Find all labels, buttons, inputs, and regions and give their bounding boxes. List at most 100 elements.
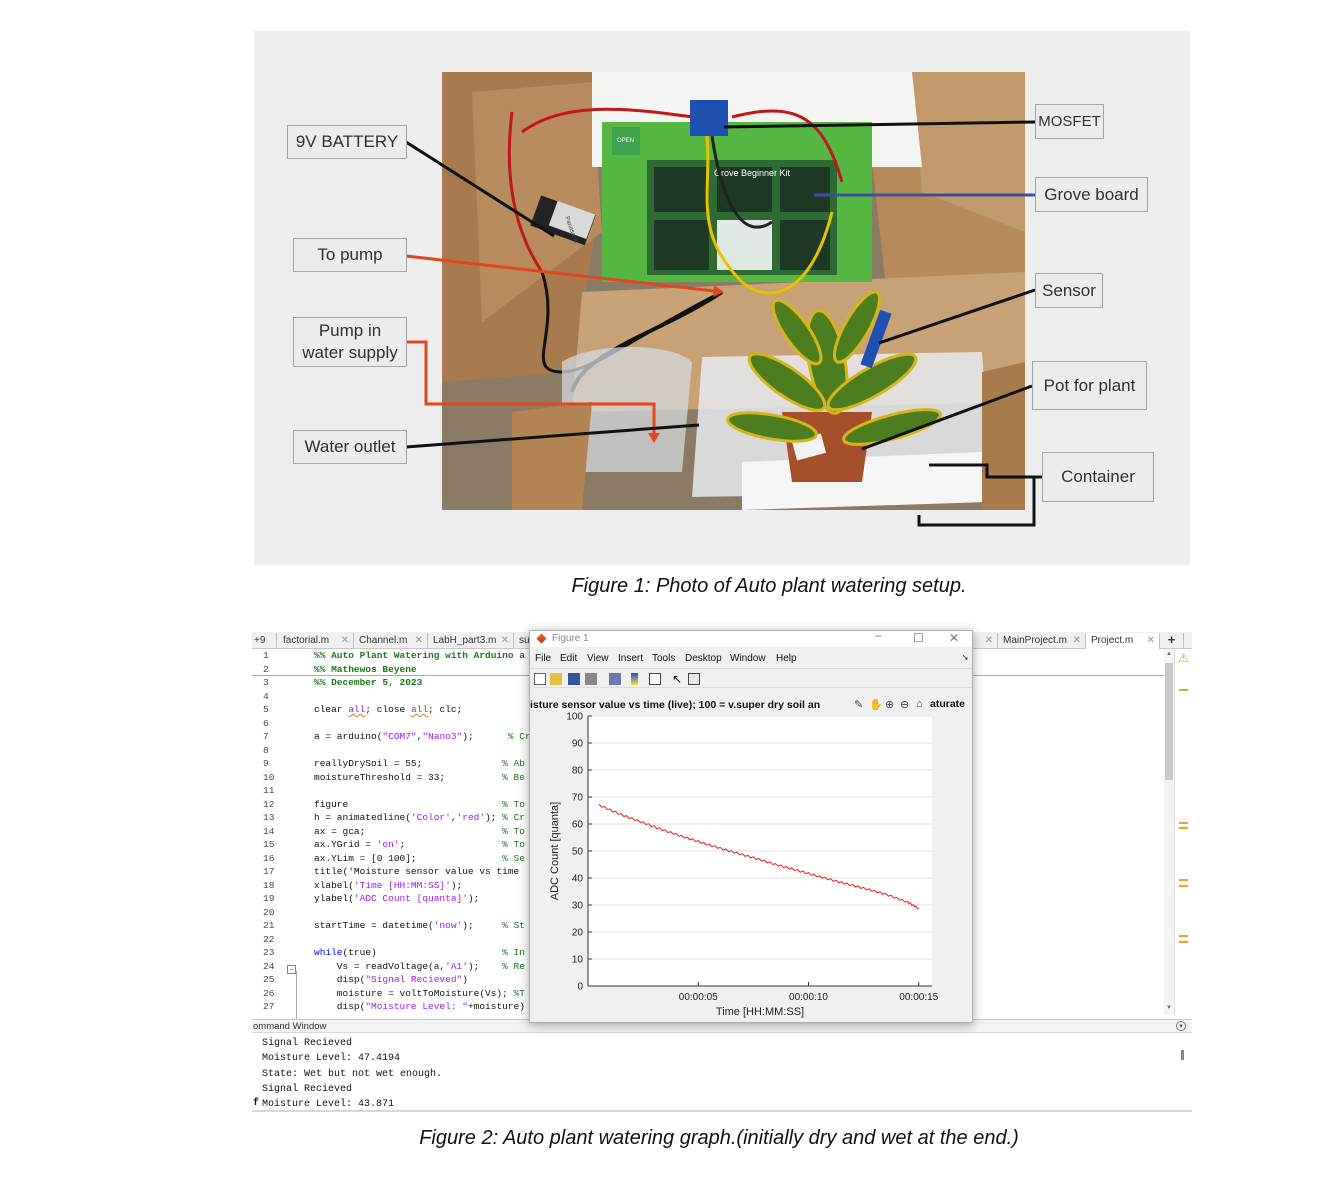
status-bar: [252, 1110, 1192, 1112]
line-number: 16: [263, 852, 275, 864]
add-tab-button[interactable]: +: [1160, 633, 1184, 649]
open-file-icon[interactable]: [550, 673, 562, 685]
menu-edit[interactable]: Edit: [560, 653, 578, 664]
warning-marker[interactable]: [1179, 941, 1188, 943]
code-line[interactable]: ax.YLim = [0 100]; % Se: [314, 852, 525, 864]
tab-channel[interactable]: Channel.m ✕: [354, 633, 428, 649]
code-line[interactable]: Vs = readVoltage(a,'A1'); % Re: [314, 960, 525, 972]
print-icon[interactable]: [585, 673, 597, 685]
new-figure-icon[interactable]: [534, 673, 546, 685]
tab-overflow-count[interactable]: +9: [252, 633, 277, 649]
close-icon[interactable]: ✕: [1072, 635, 1081, 646]
zoom-out-icon[interactable]: ⊖: [900, 699, 910, 711]
home-icon[interactable]: ⌂: [916, 698, 923, 710]
close-icon[interactable]: ✕: [340, 635, 349, 646]
moisture-series-line: [598, 803, 919, 910]
brush-icon[interactable]: ✎: [854, 699, 864, 711]
menu-window[interactable]: Window: [730, 653, 766, 664]
line-number: 23: [263, 947, 275, 958]
y-tick-label: 10: [572, 955, 584, 966]
print-preview-icon[interactable]: [609, 673, 621, 685]
scroll-up-icon[interactable]: ▲: [1166, 651, 1172, 657]
chart-title-tail: aturate: [930, 698, 966, 710]
line-number: 4: [263, 690, 269, 702]
code-line[interactable]: ylabel('ADC Count [quanta]');: [314, 893, 480, 904]
close-icon[interactable]: ✕: [500, 635, 509, 646]
editor-scrollbar[interactable]: ▲ ▼: [1164, 649, 1174, 1015]
x-tick-label: 00:00:05: [679, 992, 718, 1003]
code-line[interactable]: %% December 5, 2023: [314, 677, 423, 688]
pointer-icon[interactable]: ↖: [672, 672, 683, 686]
close-icon[interactable]: ✕: [414, 635, 423, 646]
warning-marker[interactable]: [1179, 879, 1188, 881]
save-icon[interactable]: [568, 673, 580, 685]
menu-tools[interactable]: Tools: [652, 653, 676, 664]
code-line[interactable]: disp("Signal Recieved"): [314, 974, 468, 985]
tab-factorial[interactable]: factorial.m ✕: [278, 633, 354, 649]
line-number: 2: [263, 663, 269, 675]
code-line[interactable]: %% Auto Plant Watering with Arduino a: [314, 650, 525, 661]
code-line[interactable]: figure % To: [314, 798, 525, 810]
line-number: 17: [263, 866, 275, 877]
code-line[interactable]: startTime = datetime('now'); % St: [314, 920, 525, 931]
figure-title: Figure 1: [552, 633, 589, 644]
warning-marker[interactable]: [1179, 822, 1188, 824]
close-window-icon[interactable]: ✕: [949, 631, 960, 645]
warning-marker[interactable]: [1179, 935, 1188, 937]
callout-sensor: Sensor: [1035, 273, 1103, 308]
code-line[interactable]: reallyDrySoil = 55; % Ab: [314, 758, 525, 769]
matlab-figure-window[interactable]: Figure 1 – ☐ ✕ File Edit View Insert Too…: [529, 628, 973, 1023]
fold-toggle-icon[interactable]: −: [287, 965, 296, 974]
code-line[interactable]: ax.YGrid = 'on'; % To: [314, 839, 525, 850]
menu-help[interactable]: Help: [776, 653, 797, 664]
colorbar-icon[interactable]: [631, 673, 638, 685]
close-icon[interactable]: ✕: [984, 635, 993, 646]
line-number: 5: [263, 704, 269, 715]
code-line[interactable]: moisture = voltToMoisture(Vs); %T: [314, 987, 525, 999]
scrollbar-thumb[interactable]: [1165, 663, 1173, 780]
warning-marker[interactable]: [1179, 885, 1188, 887]
menu-view[interactable]: View: [587, 653, 609, 664]
y-tick-label: 90: [572, 739, 584, 750]
chevron-down-icon[interactable]: ▾: [1176, 1021, 1186, 1031]
property-editor-icon[interactable]: [688, 673, 700, 685]
line-number: 9: [263, 758, 269, 769]
command-window-scroll-marker[interactable]: [1181, 1050, 1184, 1060]
close-icon[interactable]: ✕: [1146, 635, 1155, 646]
code-line[interactable]: h = animatedline('Color','red'); % Cr: [314, 812, 525, 823]
tab-hidden-close[interactable]: ✕: [974, 633, 998, 649]
tab-labh-part3[interactable]: LabH_part3.m ✕: [428, 633, 514, 649]
code-line[interactable]: a = arduino("COM7","Nano3"); % Cr: [314, 731, 531, 742]
code-line[interactable]: disp("Moisture Level: "+moisture): [314, 1001, 525, 1012]
open-label: OPEN: [617, 138, 634, 144]
tab-mainproject[interactable]: MainProject.m ✕: [998, 633, 1086, 649]
command-output-line: Signal Recieved: [262, 1038, 353, 1049]
code-line[interactable]: xlabel('Time [HH:MM:SS]');: [314, 879, 463, 891]
dock-arrow-icon[interactable]: ➘: [962, 653, 969, 662]
warning-icon[interactable]: ⚠: [1178, 651, 1189, 665]
code-line[interactable]: ax = gca; % To: [314, 825, 525, 837]
command-prompt-fragment: f: [253, 1098, 260, 1109]
y-tick-label: 50: [572, 847, 584, 858]
menu-desktop[interactable]: Desktop: [685, 653, 722, 664]
code-line[interactable]: %% Mathewos Beyene: [314, 663, 417, 675]
code-line[interactable]: moistureThreshold = 33; % Be: [314, 771, 525, 783]
code-line[interactable]: while(true) % In: [314, 947, 525, 958]
code-line[interactable]: title('Moisture sensor value vs time: [314, 866, 520, 877]
zoom-in-icon[interactable]: ⊕: [885, 699, 895, 711]
tab-label: MainProject.m: [1003, 635, 1067, 646]
legend-icon[interactable]: [649, 673, 661, 685]
menu-insert[interactable]: Insert: [618, 653, 644, 664]
code-line[interactable]: clear all; close all; clc;: [314, 704, 463, 715]
line-number: 10: [263, 771, 275, 783]
warning-marker[interactable]: [1179, 827, 1188, 829]
warning-marker[interactable]: [1179, 689, 1188, 691]
scroll-down-icon[interactable]: ▼: [1166, 1005, 1172, 1011]
minimize-icon[interactable]: –: [875, 628, 882, 642]
plot-area[interactable]: isture sensor value vs time (live); 100 …: [530, 689, 972, 1022]
menu-file[interactable]: File: [535, 653, 552, 664]
line-number: 6: [263, 717, 269, 729]
pan-icon[interactable]: ✋: [869, 699, 883, 711]
maximize-icon[interactable]: ☐: [913, 631, 924, 645]
tab-project[interactable]: Project.m ✕: [1086, 633, 1160, 649]
